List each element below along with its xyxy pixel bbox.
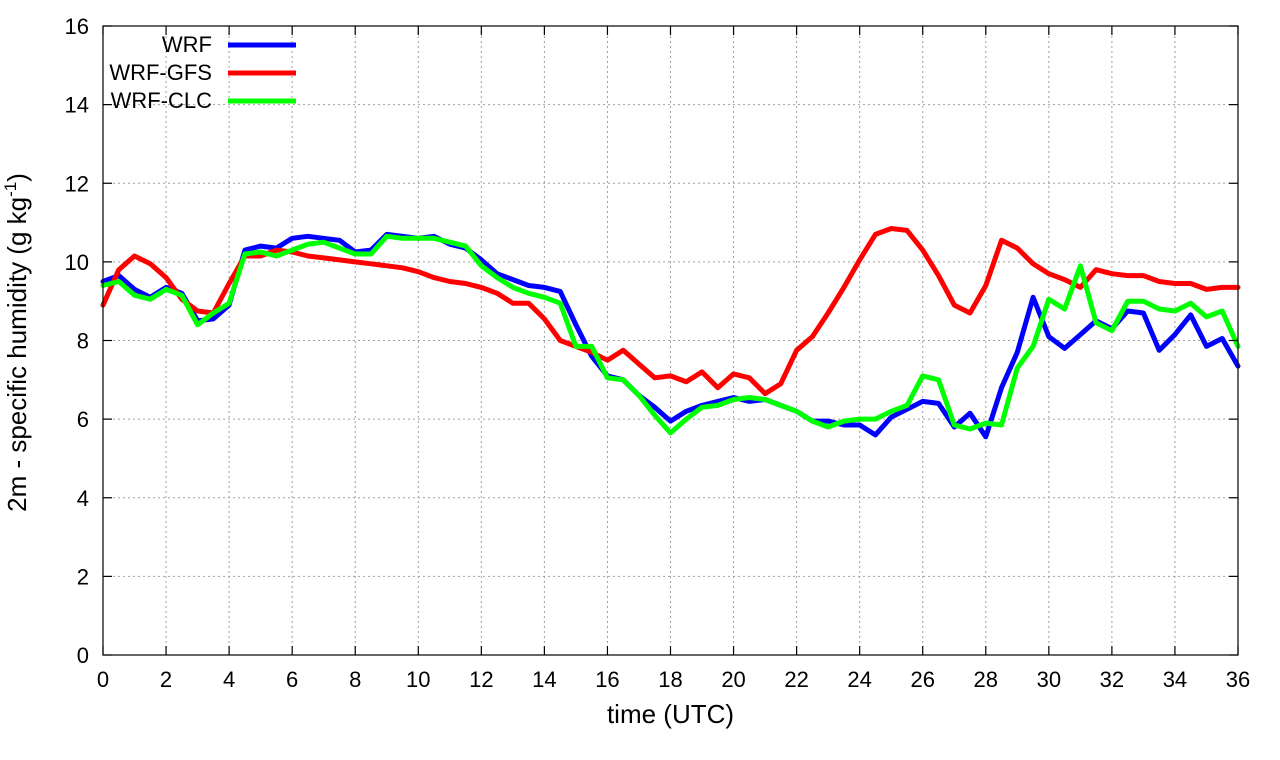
y-axis-title-main: 2m - specific humidity (g kg xyxy=(2,197,32,512)
y-tick-label: 4 xyxy=(77,486,89,511)
x-tick-label: 34 xyxy=(1163,667,1187,692)
x-tick-label: 14 xyxy=(532,667,556,692)
legend-label: WRF-GFS xyxy=(109,60,212,85)
y-tick-label: 8 xyxy=(77,329,89,354)
series-line-wrf-clc xyxy=(100,233,1241,436)
x-tick-label: 8 xyxy=(349,667,361,692)
y-tick-label: 14 xyxy=(65,93,89,118)
y-axis-title-close: ) xyxy=(2,173,32,182)
x-tick-label: 26 xyxy=(910,667,934,692)
y-tick-label: 16 xyxy=(65,14,89,39)
y-tick-label: 6 xyxy=(77,407,89,432)
x-tick-label: 28 xyxy=(974,667,998,692)
x-tick-label: 16 xyxy=(595,667,619,692)
x-tick-label: 4 xyxy=(223,667,235,692)
x-tick-label: 22 xyxy=(784,667,808,692)
x-tick-label: 30 xyxy=(1037,667,1061,692)
x-tick-label: 18 xyxy=(658,667,682,692)
x-tick-label: 10 xyxy=(406,667,430,692)
grid xyxy=(103,26,1238,655)
x-tick-label: 6 xyxy=(286,667,298,692)
legend: WRF WRF-GFS WRF-CLC xyxy=(109,32,296,113)
legend-label: WRF-CLC xyxy=(111,88,213,113)
x-tick-label: 0 xyxy=(97,667,109,692)
x-tick-label: 12 xyxy=(469,667,493,692)
y-tick-label: 2 xyxy=(77,564,89,589)
series-lines xyxy=(100,226,1241,440)
series-line-wrf xyxy=(100,231,1241,440)
x-tick-label: 20 xyxy=(721,667,745,692)
x-tick-label: 2 xyxy=(160,667,172,692)
x-axis-title: time (UTC) xyxy=(607,699,734,729)
y-tick-label: 0 xyxy=(77,643,89,668)
y-axis-title: 2m - specific humidity (g kg-1) xyxy=(1,173,32,512)
y-tick-label: 12 xyxy=(65,171,89,196)
y-tick-label: 10 xyxy=(65,250,89,275)
axis-ticks: 0 2 4 6 8 10 12 14 16 18 20 22 24 26 28 30 32 34 360246810… xyxy=(65,14,1251,692)
y-axis-title-exponent: -1 xyxy=(1,182,20,197)
legend-label: WRF xyxy=(162,32,212,57)
x-tick-label: 36 xyxy=(1226,667,1250,692)
x-tick-label: 24 xyxy=(847,667,871,692)
x-tick-label: 32 xyxy=(1100,667,1124,692)
